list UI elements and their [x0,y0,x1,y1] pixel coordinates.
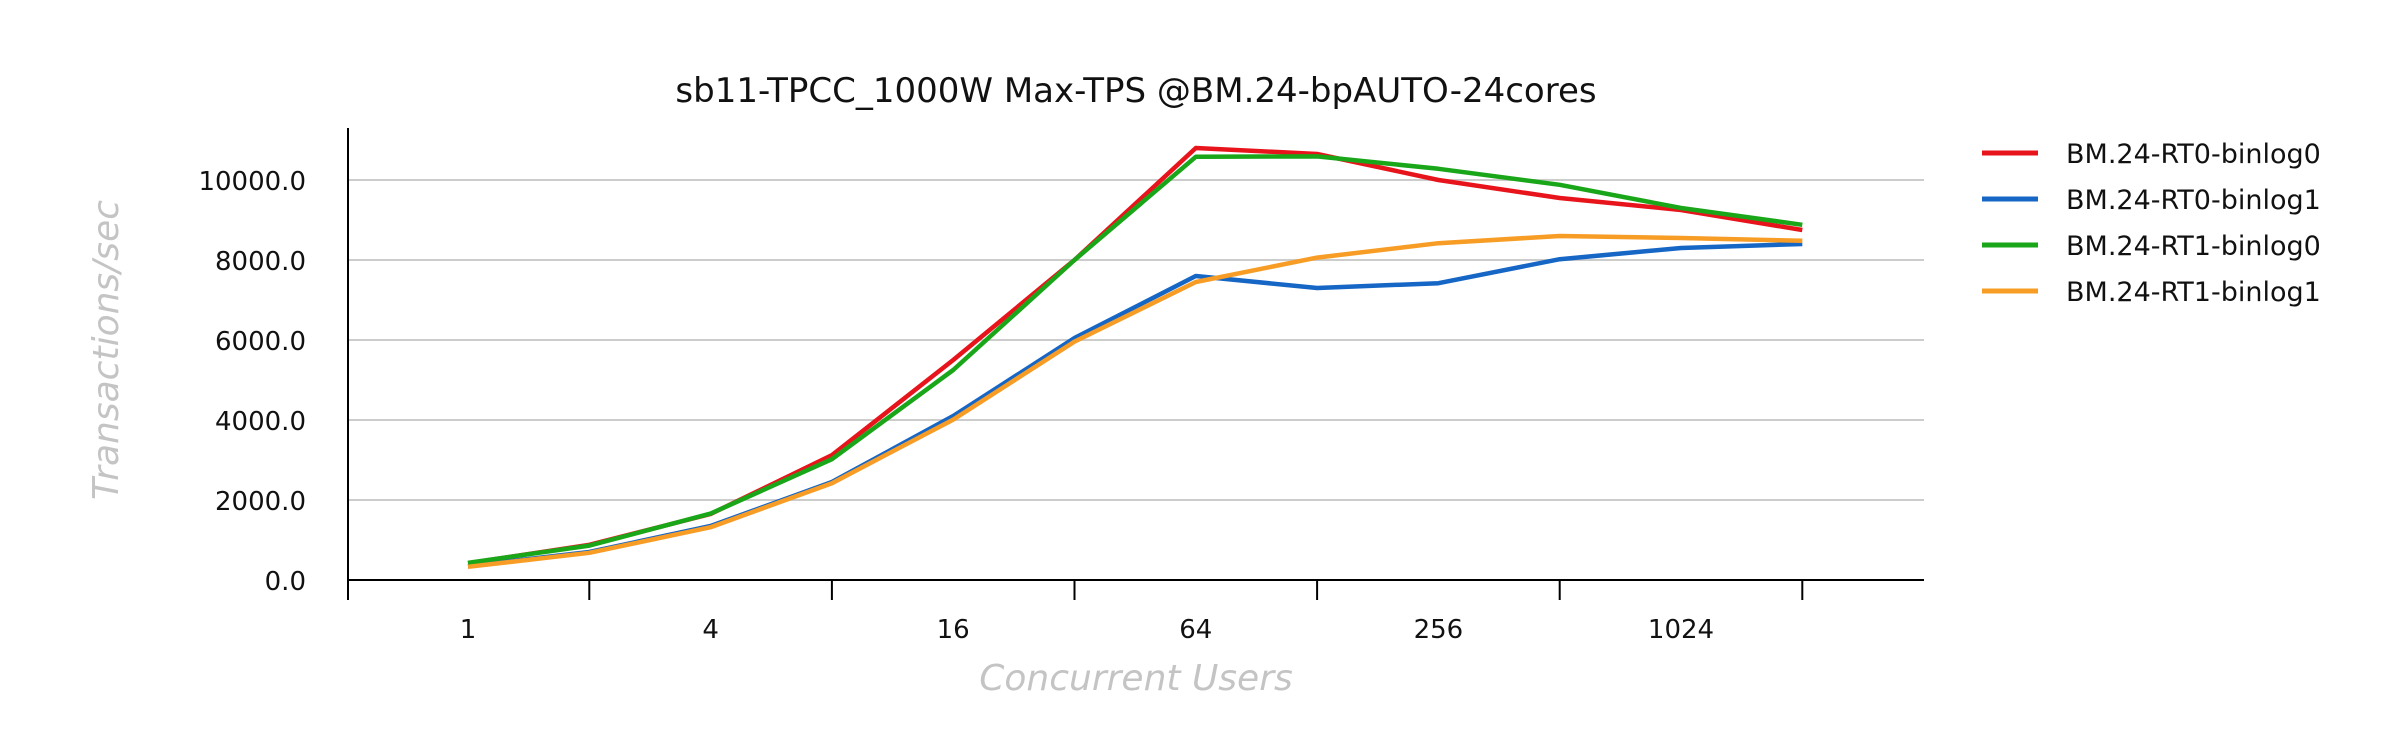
y-tick-label: 0.0 [265,567,306,597]
y-tick-label: 6000.0 [215,327,306,357]
x-tick-label: 4 [702,615,719,645]
series-line [467,233,1803,570]
x-tick-label: 1 [460,615,477,645]
series-line [467,154,1803,566]
legend-label: BM.24-RT1-binlog0 [2066,231,2321,262]
legend-label: BM.24-RT0-binlog1 [2066,185,2321,216]
y-tick-label: 8000.0 [215,247,306,277]
grid-lines [348,179,1924,501]
chart-title: sb11-TPCC_1000W Max-TPS @BM.24-bpAUTO-24… [675,71,1596,111]
x-tick-label: 256 [1414,615,1464,645]
x-axis-label: Concurrent Users [979,658,1293,699]
series-lines [467,145,1803,570]
x-tick-label: 1024 [1648,615,1714,645]
y-axis-label: Transactions/sec [86,200,127,500]
series-line [467,241,1803,569]
x-tick-label: 16 [937,615,970,645]
y-tick-label: 10000.0 [198,167,306,197]
y-tick-labels: 0.0 2000.0 4000.0 6000.0 8000.0 10000.0 [198,167,306,597]
legend: BM.24-RT0-binlog0 BM.24-RT0-binlog1 BM.24-… [1982,139,2321,308]
x-tick-labels: 1 4 16 64 256 1024 [460,615,1714,645]
axes [347,128,1924,600]
legend-label: BM.24-RT1-binlog1 [2066,277,2321,308]
legend-label: BM.24-RT0-binlog0 [2066,139,2321,170]
y-tick-label: 2000.0 [215,487,306,517]
x-tick-label: 64 [1179,615,1212,645]
y-tick-label: 4000.0 [215,407,306,437]
